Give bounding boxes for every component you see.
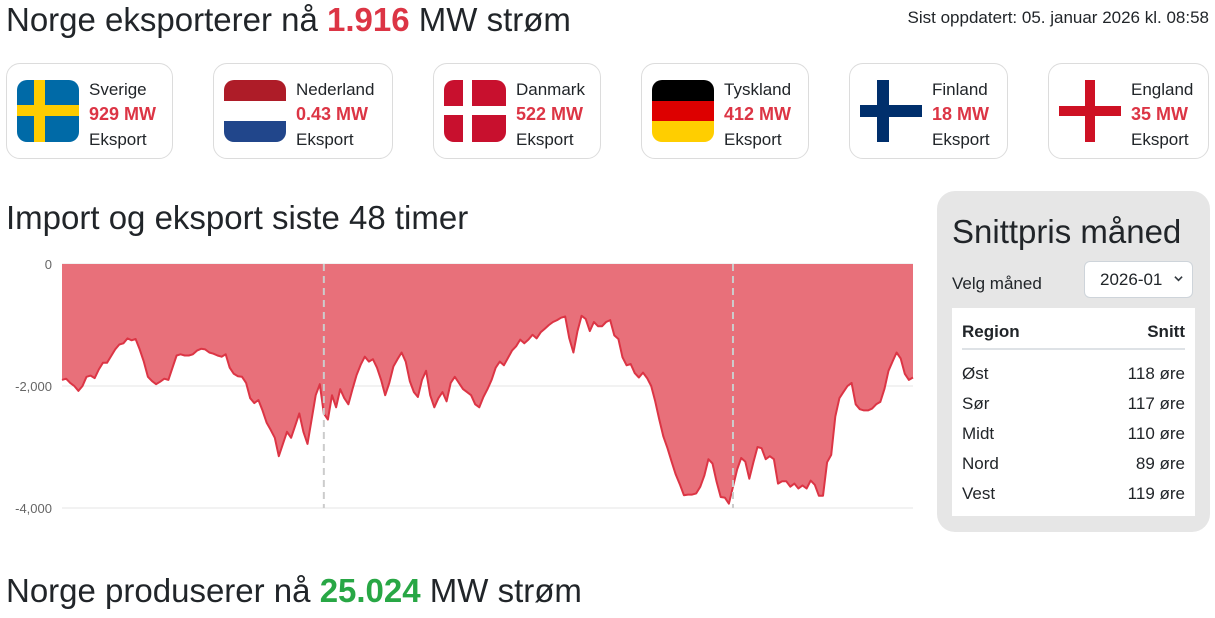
region-name: Vest (962, 484, 996, 503)
export-headline-prefix: Norge eksporterer nå (6, 1, 318, 38)
country-value: 35 MW (1131, 104, 1189, 124)
region-name: Midt (962, 424, 995, 443)
region-name: Sør (962, 394, 990, 413)
country-name: Nederland (296, 80, 375, 99)
country-value: 929 MW (89, 104, 157, 124)
price-table: Region Snitt Øst 118 øre Sør 117 øre Mid… (952, 308, 1195, 516)
country-card-danmark: Danmark 522 MW Eksport (433, 63, 601, 159)
country-status: Eksport (1131, 130, 1189, 149)
month-select-value: 2026-01 (1100, 270, 1163, 289)
country-name: Sverige (89, 80, 147, 99)
table-row: Midt 110 øre (962, 419, 1185, 449)
country-card-tyskland: Tyskland 412 MW Eksport (641, 63, 809, 159)
y-tick-label: -4,000 (15, 501, 52, 516)
last-updated: Sist oppdatert: 05. januar 2026 kl. 08:5… (907, 8, 1209, 27)
country-status: Eksport (89, 130, 147, 149)
denmark-flag-icon (444, 80, 506, 142)
column-header-region: Region (962, 322, 1020, 341)
country-status: Eksport (724, 130, 782, 149)
column-header-snitt: Snitt (1147, 322, 1185, 341)
price-table-header: Region Snitt (962, 308, 1185, 350)
country-card-finland: Finland 18 MW Eksport (849, 63, 1008, 159)
chevron-down-icon (1174, 276, 1183, 282)
region-price: 119 øre (1127, 484, 1185, 503)
y-tick-label: -2,000 (15, 379, 52, 394)
month-select-label: Velg måned (952, 274, 1042, 293)
region-price: 110 øre (1127, 424, 1185, 443)
country-value: 18 MW (932, 104, 990, 124)
series-area (62, 264, 913, 504)
region-price: 89 øre (1135, 454, 1185, 473)
england-flag-icon (1059, 80, 1121, 142)
region-price: 118 øre (1127, 364, 1185, 383)
country-card-nederland: Nederland 0.43 MW Eksport (213, 63, 393, 159)
production-total-value: 25.024 (319, 572, 421, 609)
production-headline: Norge produserer nå 25.024 MW strøm (6, 571, 582, 611)
country-name: Finland (932, 80, 988, 99)
country-name: Danmark (516, 80, 585, 99)
y-tick-label: 0 (45, 257, 52, 272)
germany-flag-icon (652, 80, 714, 142)
country-status: Eksport (296, 130, 354, 149)
country-card-england: England 35 MW Eksport (1048, 63, 1209, 159)
month-select[interactable]: 2026-01 (1084, 261, 1193, 298)
region-name: Øst (962, 364, 989, 383)
region-price: 117 øre (1127, 394, 1185, 413)
import-export-chart: 0 -2,000 -4,000 (15, 257, 914, 516)
country-name: England (1131, 80, 1194, 99)
monthly-price-panel: Snittpris måned Velg måned 2026-01 Regio… (937, 191, 1210, 532)
production-headline-prefix: Norge produserer nå (6, 572, 311, 609)
table-row: Øst 118 øre (962, 359, 1185, 389)
region-name: Nord (962, 454, 999, 473)
export-headline: Norge eksporterer nå 1.916 MW strøm (6, 0, 571, 40)
price-panel-title: Snittpris måned (952, 213, 1182, 250)
country-name: Tyskland (724, 80, 792, 99)
country-value: 522 MW (516, 104, 584, 124)
finland-flag-icon (860, 80, 922, 142)
country-card-sverige: Sverige 929 MW Eksport (6, 63, 173, 159)
production-headline-suffix: MW strøm (429, 572, 582, 609)
country-status: Eksport (932, 130, 990, 149)
table-row: Nord 89 øre (962, 449, 1185, 479)
netherlands-flag-icon (224, 80, 286, 142)
series-line (61, 314, 914, 505)
table-row: Vest 119 øre (962, 479, 1185, 509)
export-total-value: 1.916 (327, 1, 410, 38)
table-row: Sør 117 øre (962, 389, 1185, 419)
country-value: 0.43 MW (296, 104, 369, 124)
country-status: Eksport (516, 130, 574, 149)
chart-section-title: Import og eksport siste 48 timer (6, 199, 469, 236)
country-value: 412 MW (724, 104, 792, 124)
export-headline-suffix: MW strøm (418, 1, 571, 38)
sweden-flag-icon (17, 80, 79, 142)
